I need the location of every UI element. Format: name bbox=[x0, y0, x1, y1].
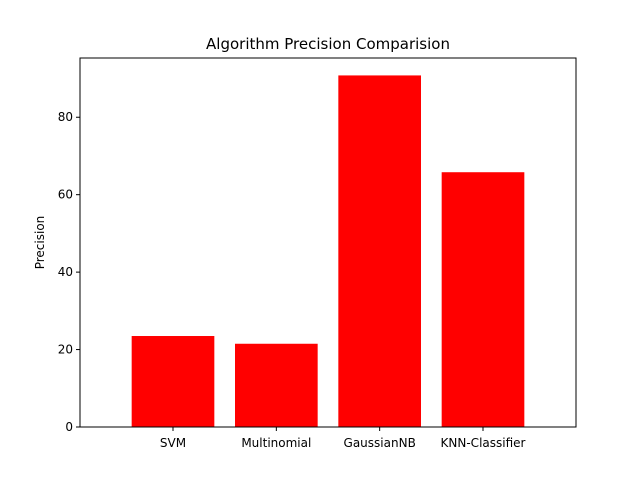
y-tick-label: 40 bbox=[58, 265, 73, 279]
y-axis-label: Precision bbox=[33, 216, 47, 270]
x-axis-ticks: SVM Multinomial GaussianNB KNN-Classifier bbox=[160, 427, 526, 450]
x-tick-label: SVM bbox=[160, 436, 186, 450]
x-tick-label: Multinomial bbox=[241, 436, 311, 450]
plot-frame bbox=[79, 57, 577, 428]
y-tick-label: 60 bbox=[58, 188, 73, 202]
y-tick-label: 20 bbox=[58, 343, 73, 357]
y-tick-label: 80 bbox=[58, 110, 73, 124]
x-tick-label: GaussianNB bbox=[344, 436, 416, 450]
x-tick-label: KNN-Classifier bbox=[441, 436, 526, 450]
bar-group bbox=[131, 75, 525, 428]
y-tick-label: 0 bbox=[65, 420, 73, 434]
bar-gaussiannb bbox=[338, 75, 421, 428]
bar-svm bbox=[131, 336, 215, 427]
chart-title: Algorithm Precision Comparision bbox=[206, 35, 450, 53]
bar-knn-classifier bbox=[441, 172, 525, 427]
bar-multinomial bbox=[235, 343, 318, 427]
y-axis-ticks: 0 20 40 60 80 bbox=[58, 110, 80, 434]
